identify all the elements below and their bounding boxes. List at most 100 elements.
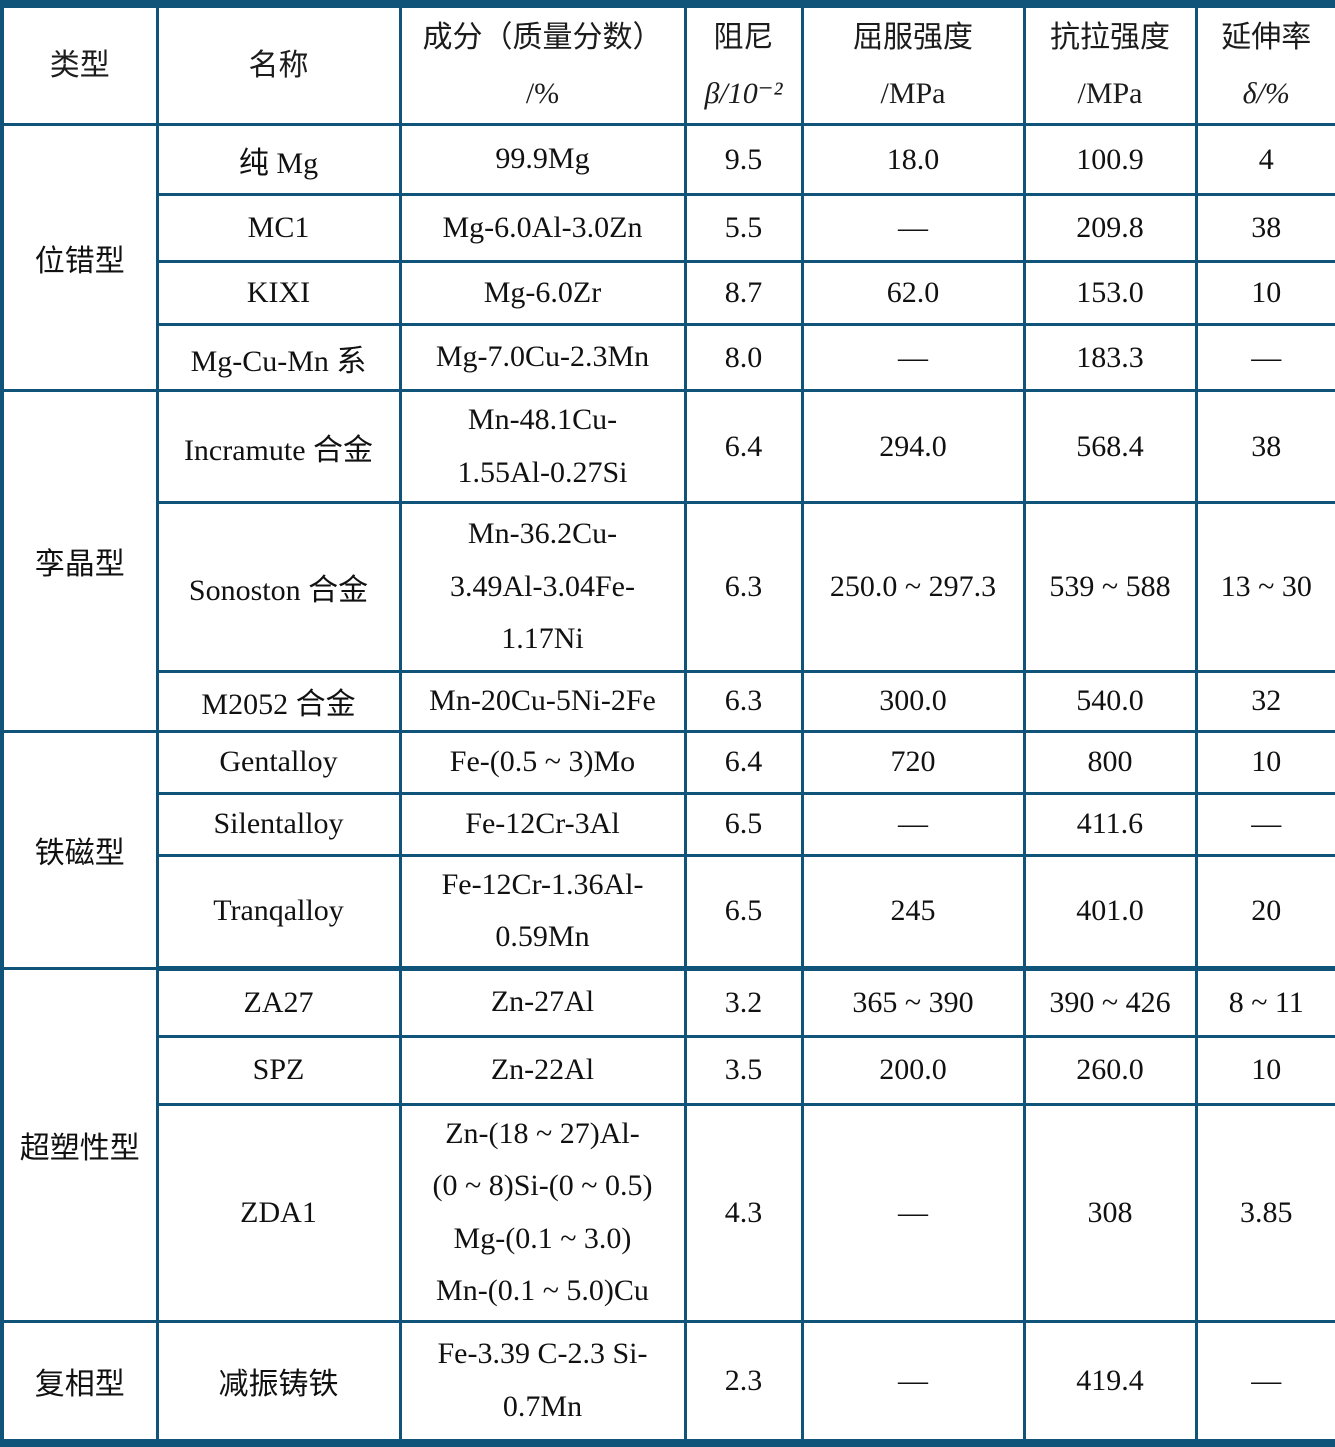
header-formula: δ/% — [1242, 76, 1290, 110]
cell-elongation: — — [1194, 791, 1335, 857]
table-row: M2052 合金 Mn-20Cu-5Ni-2Fe 6.3 300.0 540.0… — [2, 670, 1335, 733]
cell-yield-strength: 365 ~ 390 — [800, 966, 1026, 1038]
table-row: 超塑性型 ZA27 Zn-27Al 3.2 365 ~ 390 390 ~ 42… — [0, 966, 1335, 1323]
cell-composition: Fe-12Cr-1.36Al- 0.59Mn — [398, 853, 687, 971]
cell-type-group: 超塑性型 — [0, 966, 159, 1323]
cell-elongation: — — [1194, 1319, 1335, 1445]
cell-type-group: 铁磁型 — [0, 729, 159, 970]
cell-elongation: 8 ~ 11 — [1194, 966, 1335, 1038]
cell-damping: 4.3 — [683, 1102, 804, 1323]
table-row: MC1 Mg-6.0Al-3.0Zn 5.5 — 209.8 38 — [2, 193, 1335, 263]
cell-tensile-strength: 260.0 — [1022, 1034, 1198, 1106]
cell-yield-strength: 300.0 — [800, 670, 1026, 733]
cell-composition: Fe-(0.5 ~ 3)Mo — [398, 729, 687, 795]
cell-type-group: 孪晶型 — [0, 389, 159, 733]
cell-name: Gentalloy — [155, 729, 402, 795]
cell-name: ZA27 — [155, 966, 402, 1038]
header-line: 阻尼 — [713, 21, 774, 54]
cell-yield-strength: — — [800, 1319, 1026, 1445]
table-row: Sonoston 合金 Mn-36.2Cu- 3.49Al-3.04Fe- 1.… — [2, 501, 1335, 673]
cell-composition: Mg-6.0Zr — [398, 260, 687, 326]
header-line: 成分（质量分数） — [422, 21, 663, 54]
cell-composition: Zn-(18 ~ 27)Al- (0 ~ 8)Si-(0 ~ 0.5) Mg-(… — [398, 1102, 687, 1323]
cell-elongation: — — [1194, 323, 1335, 392]
header-formula: β/10⁻² — [704, 76, 783, 110]
table-row: 复相型 减振铸铁 Fe-3.39 C-2.3 Si- 0.7Mn 2.3 — 4… — [0, 1319, 1335, 1445]
cell-damping: 6.3 — [683, 501, 804, 673]
cell-tensile-strength: 209.8 — [1022, 193, 1198, 263]
table-row: SPZ Zn-22Al 3.5 200.0 260.0 10 — [2, 1034, 1335, 1106]
cell-tensile-strength: 800 — [1022, 729, 1198, 795]
cell-elongation: 38 — [1194, 193, 1335, 263]
col-header-elongation: 延伸率 δ/% — [1194, 2, 1335, 126]
col-header-yield-strength: 屈服强度/MPa — [800, 2, 1026, 126]
cell-elongation: 10 — [1194, 729, 1335, 795]
cell-name: Tranqalloy — [155, 853, 402, 971]
cell-damping: 2.3 — [683, 1319, 804, 1445]
cell-tensile-strength: 390 ~ 426 — [1022, 966, 1198, 1038]
cell-damping: 6.4 — [683, 729, 804, 795]
cell-name: MC1 — [155, 193, 402, 263]
col-header-type: 类型 — [0, 2, 159, 126]
cell-composition: Fe-12Cr-3Al — [398, 791, 687, 857]
cell-name: KIXI — [155, 260, 402, 326]
header-line: 延伸率 — [1221, 21, 1312, 54]
table-row: Silentalloy Fe-12Cr-3Al 6.5 — 411.6 — — [2, 791, 1335, 857]
cell-name: Mg-Cu-Mn 系 — [155, 323, 402, 392]
cell-yield-strength: 294.0 — [800, 389, 1026, 504]
cell-tensile-strength: 540.0 — [1022, 670, 1198, 733]
col-header-tensile-strength: 抗拉强度/MPa — [1022, 2, 1198, 126]
cell-tensile-strength: 401.0 — [1022, 853, 1198, 971]
cell-elongation: 4 — [1194, 123, 1335, 196]
cell-damping: 8.0 — [683, 323, 804, 392]
col-header-damping: 阻尼 β/10⁻² — [683, 2, 804, 126]
cell-composition: Mn-48.1Cu- 1.55Al-0.27Si — [398, 389, 687, 504]
cell-elongation: 38 — [1194, 389, 1335, 504]
table-row: KIXI Mg-6.0Zr 8.7 62.0 153.0 10 — [2, 260, 1335, 326]
col-header-composition: 成分（质量分数） /% — [398, 2, 687, 126]
cell-yield-strength: 62.0 — [800, 260, 1026, 326]
table-row: 位错型 纯 Mg 99.9Mg 9.5 18.0 100.9 4 — [0, 123, 1335, 392]
cell-elongation: 3.85 — [1194, 1102, 1335, 1323]
cell-damping: 6.3 — [683, 670, 804, 733]
table-row: ZDA1 Zn-(18 ~ 27)Al- (0 ~ 8)Si-(0 ~ 0.5)… — [2, 1102, 1335, 1323]
cell-name: Incramute 合金 — [155, 389, 402, 504]
table-row: 铁磁型 Gentalloy Fe-(0.5 ~ 3)Mo 6.4 720 800… — [0, 729, 1335, 970]
cell-elongation: 10 — [1194, 260, 1335, 326]
cell-yield-strength: 18.0 — [800, 123, 1026, 196]
table-row: Tranqalloy Fe-12Cr-1.36Al- 0.59Mn 6.5 24… — [2, 853, 1335, 971]
header-line: 类型 — [49, 48, 110, 82]
cell-composition: Mn-36.2Cu- 3.49Al-3.04Fe- 1.17Ni — [398, 501, 687, 673]
cell-elongation: 10 — [1194, 1034, 1335, 1106]
cell-yield-strength: — — [800, 791, 1026, 857]
cell-tensile-strength: 153.0 — [1022, 260, 1198, 326]
cell-composition: Zn-22Al — [398, 1034, 687, 1106]
cell-name: 减振铸铁 — [155, 1319, 402, 1445]
cell-yield-strength: 200.0 — [800, 1034, 1026, 1106]
header-line: 名称 — [248, 48, 309, 82]
cell-tensile-strength: 100.9 — [1022, 123, 1198, 196]
table-row: Mg-Cu-Mn 系 Mg-7.0Cu-2.3Mn 8.0 — 183.3 — — [2, 323, 1335, 392]
cell-elongation: 20 — [1194, 853, 1335, 971]
cell-composition: Mg-7.0Cu-2.3Mn — [398, 323, 687, 392]
cell-tensile-strength: 568.4 — [1022, 389, 1198, 504]
cell-damping: 6.5 — [683, 853, 804, 971]
cell-name: Silentalloy — [155, 791, 402, 857]
header-line: /MPa — [1077, 76, 1143, 110]
cell-composition: Fe-3.39 C-2.3 Si- 0.7Mn — [398, 1319, 687, 1445]
cell-damping: 8.7 — [683, 260, 804, 326]
cell-tensile-strength: 308 — [1022, 1102, 1198, 1323]
cell-type-group: 位错型 — [0, 123, 159, 392]
cell-yield-strength: — — [800, 1102, 1026, 1323]
cell-composition: Mg-6.0Al-3.0Zn — [398, 193, 687, 263]
cell-damping: 5.5 — [683, 193, 804, 263]
cell-tensile-strength: 411.6 — [1022, 791, 1198, 857]
cell-name: M2052 合金 — [155, 670, 402, 733]
cell-elongation: 32 — [1194, 670, 1335, 733]
table-row: 孪晶型 Incramute 合金 Mn-48.1Cu- 1.55Al-0.27S… — [0, 389, 1335, 733]
cell-yield-strength: 250.0 ~ 297.3 — [800, 501, 1026, 673]
cell-damping: 6.5 — [683, 791, 804, 857]
cell-tensile-strength: 539 ~ 588 — [1022, 501, 1198, 673]
